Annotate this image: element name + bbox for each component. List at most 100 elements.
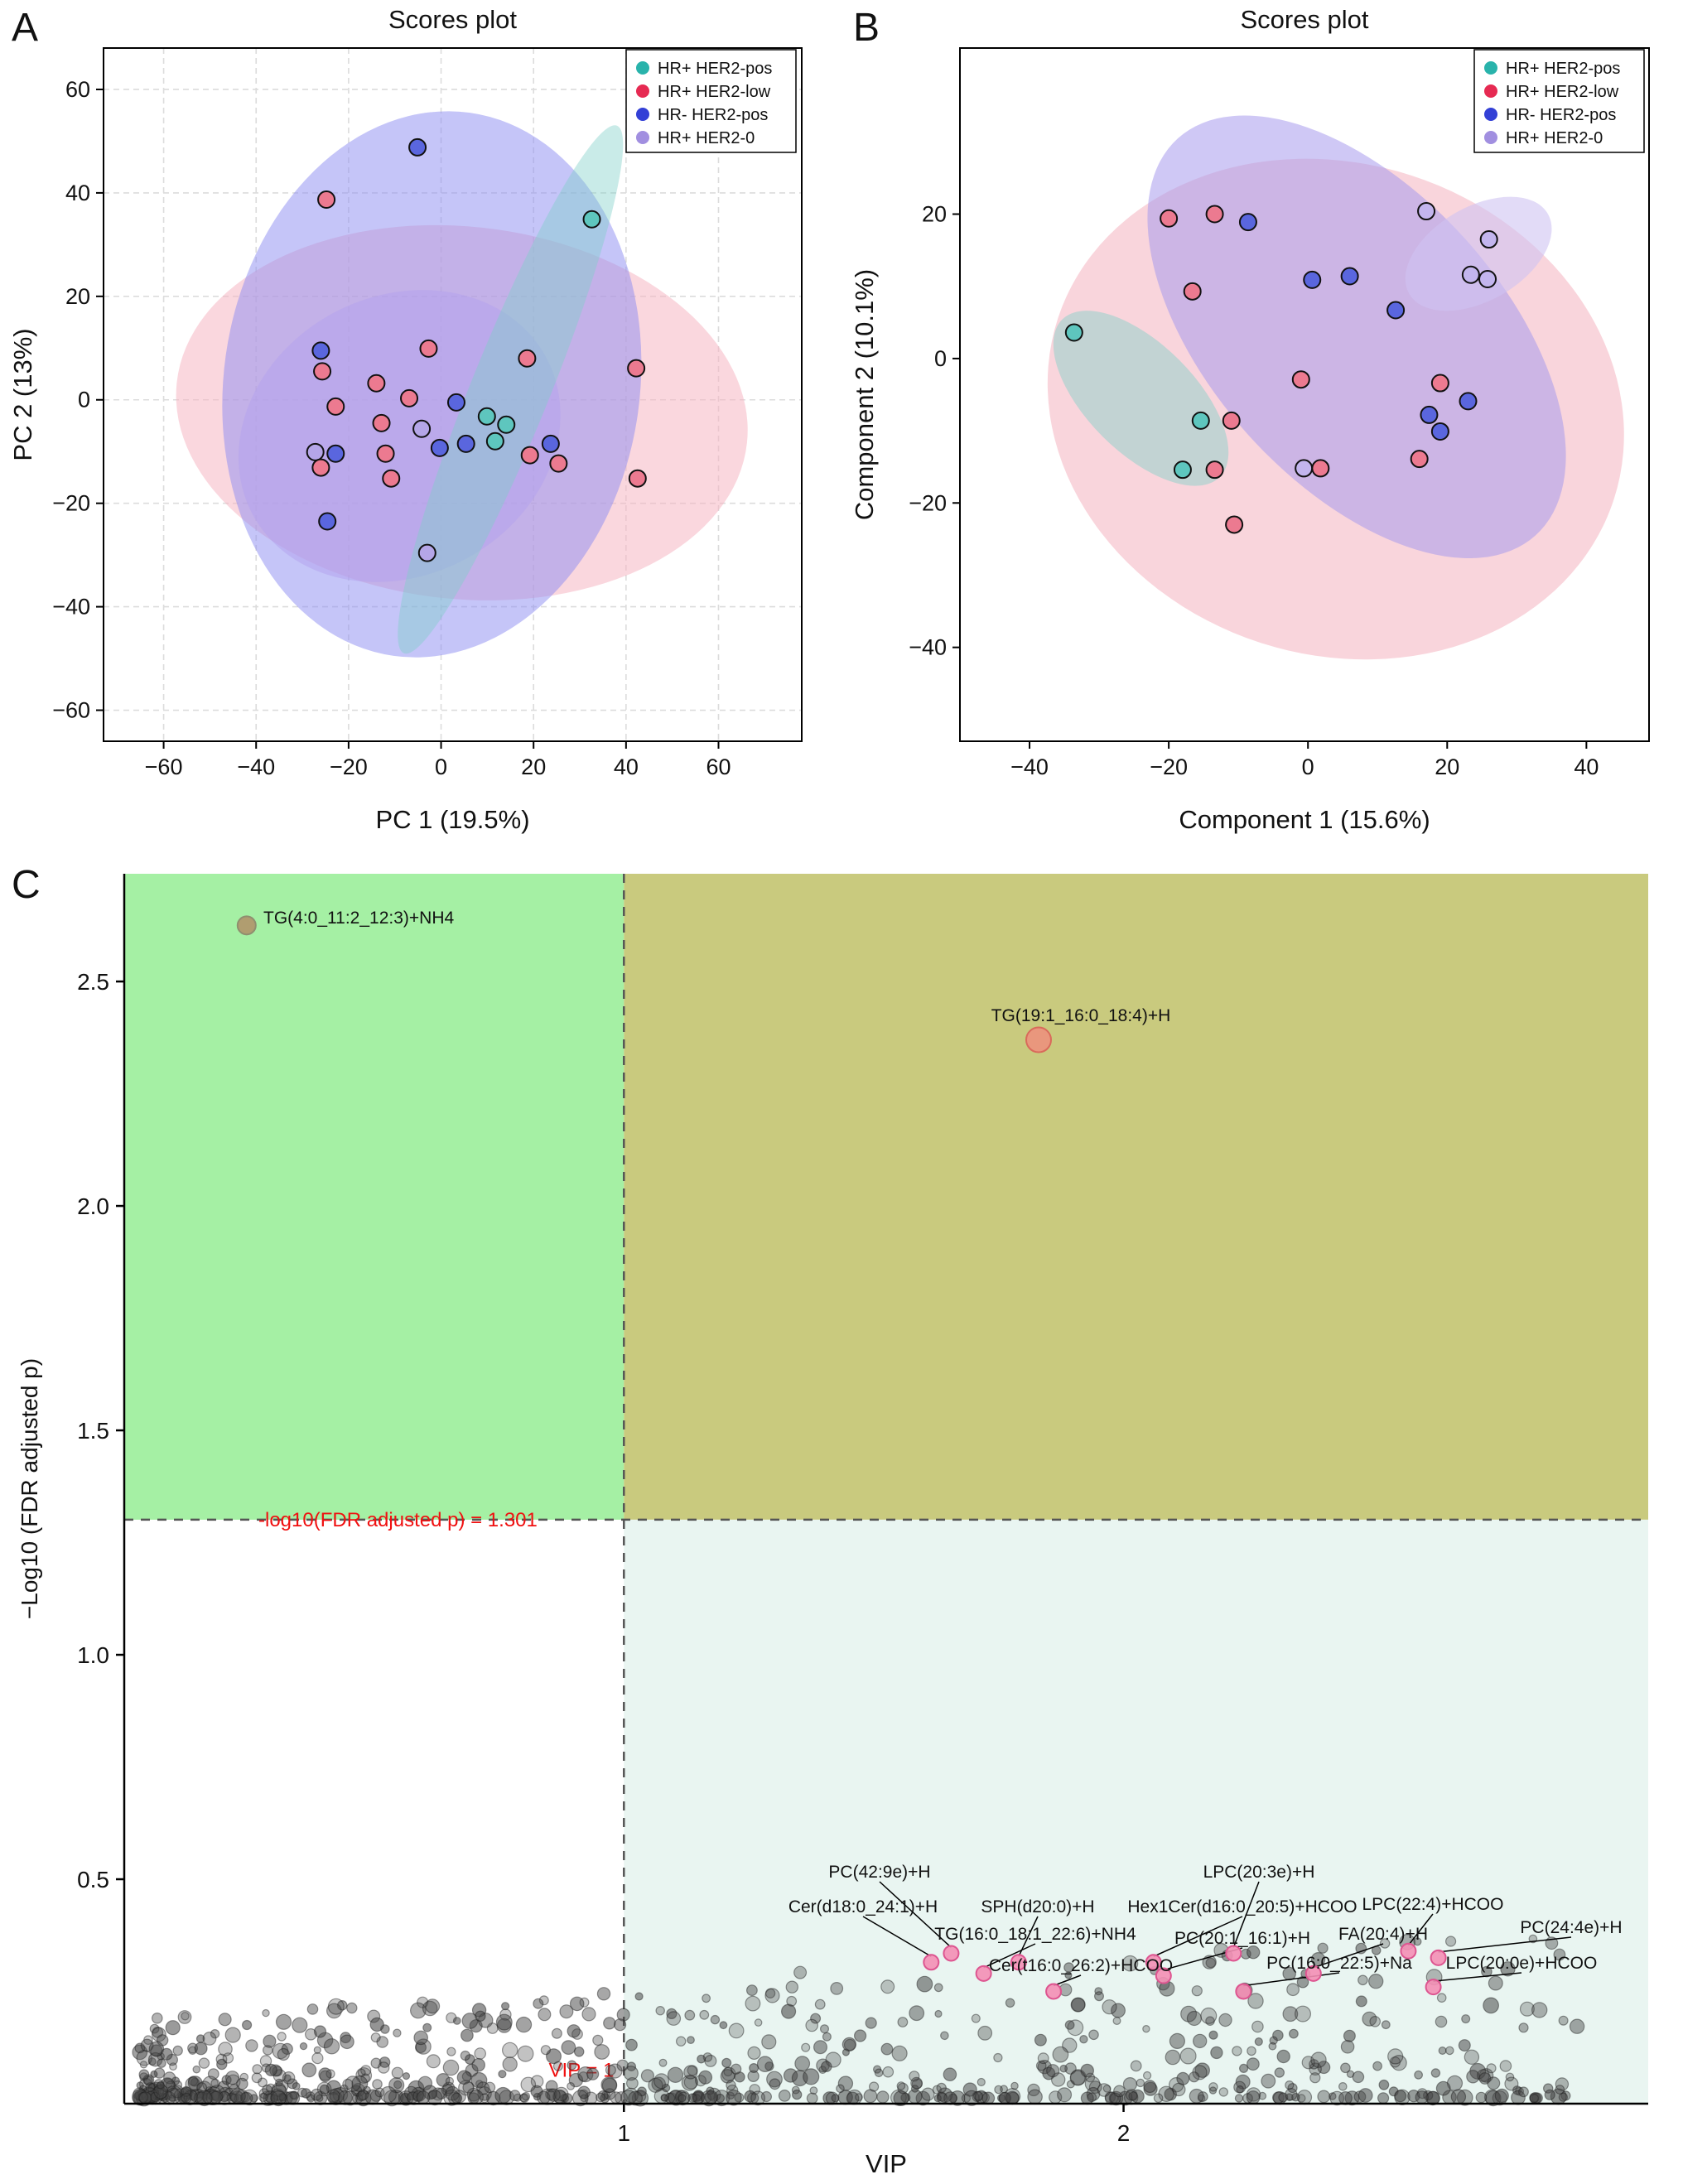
background-point	[410, 2002, 427, 2019]
background-point	[561, 2040, 576, 2055]
background-point	[573, 2047, 585, 2057]
background-point	[292, 2017, 308, 2033]
background-point	[327, 1998, 345, 2015]
legend-marker	[1484, 131, 1497, 144]
data-point	[549, 454, 568, 473]
background-point	[461, 2013, 479, 2029]
background-point	[1176, 2071, 1190, 2085]
background-point	[683, 2065, 698, 2080]
background-point	[262, 2084, 273, 2095]
background-point	[153, 2084, 169, 2100]
background-point	[1164, 2087, 1177, 2101]
background-point	[1261, 2073, 1276, 2089]
leader-line	[1407, 1913, 1434, 1946]
data-point	[497, 415, 516, 434]
background-point	[198, 2057, 210, 2069]
background-point	[187, 2076, 203, 2091]
background-point	[1153, 2093, 1164, 2104]
background-point	[1179, 2047, 1197, 2065]
legend-label: HR+ HER2-pos	[1506, 60, 1620, 78]
data-point	[1183, 282, 1202, 301]
background-point	[1142, 2071, 1152, 2080]
background-point	[831, 2094, 840, 2103]
background-point	[1555, 2085, 1565, 2095]
background-point	[915, 2090, 931, 2106]
background-point	[1186, 2010, 1203, 2027]
highlighted-points	[923, 1942, 1447, 2000]
background-point	[1234, 2094, 1244, 2103]
confidence-ellipses	[176, 111, 748, 658]
background-point	[746, 1984, 758, 1996]
panel-letter-c: C	[12, 863, 41, 907]
background-point	[1200, 2007, 1218, 2024]
background-point	[1142, 2024, 1150, 2033]
background-point	[801, 2042, 811, 2052]
background-point	[471, 2057, 485, 2072]
background-point	[538, 1995, 549, 2006]
background-point	[721, 2057, 732, 2068]
background-point	[1346, 2070, 1355, 2079]
background-point	[842, 2037, 857, 2052]
x-tick-label: 20	[1435, 755, 1459, 779]
data-point	[477, 407, 496, 426]
background-point	[592, 2034, 604, 2047]
background-point	[1268, 2042, 1277, 2051]
background-point	[1165, 2049, 1181, 2066]
background-point	[299, 2042, 308, 2051]
background-point	[370, 2057, 382, 2069]
background-point	[177, 2010, 192, 2024]
background-point	[910, 2076, 923, 2090]
background-point	[596, 1987, 611, 2001]
background-point	[1469, 2062, 1487, 2080]
background-point	[1034, 2033, 1047, 2047]
background-point	[1079, 2034, 1088, 2044]
background-point	[660, 2093, 669, 2102]
point-label: SPH(d20:0)+H	[981, 1897, 1094, 1916]
background-point	[252, 2064, 263, 2075]
background-point	[422, 2022, 432, 2032]
background-points	[132, 1933, 1585, 2107]
background-point	[1208, 2030, 1218, 2040]
background-point	[545, 2080, 558, 2093]
background-point	[1553, 1948, 1566, 1961]
background-point	[699, 2009, 710, 2020]
data-point	[456, 434, 475, 453]
background-point	[1379, 1938, 1391, 1949]
background-point	[786, 1995, 798, 2007]
background-point	[413, 2030, 428, 2046]
point-label: PC(24:4e)+H	[1520, 1918, 1622, 1937]
data-point	[1295, 459, 1314, 478]
background-point	[1010, 2081, 1019, 2090]
legend-box	[625, 49, 797, 153]
background-point	[1084, 2076, 1101, 2092]
background-point	[1272, 2029, 1284, 2042]
highlighted-point	[1430, 1949, 1447, 1966]
background-point	[1317, 2090, 1331, 2104]
background-point	[749, 2062, 760, 2073]
x-tick-label: −40	[237, 755, 275, 779]
background-point	[1122, 2076, 1138, 2092]
background-point	[1189, 2088, 1204, 2104]
background-point	[1478, 2072, 1492, 2085]
data-point	[1191, 411, 1210, 430]
y-tick-label: −40	[52, 595, 90, 620]
background-point	[169, 2062, 177, 2071]
background-point	[318, 2067, 332, 2081]
confidence-ellipse	[1053, 311, 1229, 486]
background-point	[674, 2090, 691, 2106]
chart-title: Scores plot	[388, 5, 517, 34]
vip-significance-plot: -log10(FDR adjusted p) = 1.301 VIP = 1 PC(…	[17, 874, 1648, 2178]
background-point	[1288, 2028, 1299, 2039]
background-point	[1458, 2039, 1471, 2052]
background-point	[1387, 2048, 1404, 2065]
scores-plot-B: −40 −20 0 20 40 −40 −20 0 20 Scores plot Component…	[850, 5, 1650, 834]
background-point	[943, 2067, 957, 2081]
background-point	[1466, 2070, 1480, 2084]
background-point	[937, 2092, 948, 2104]
background-point	[304, 2028, 317, 2041]
background-point	[1097, 2083, 1112, 2097]
data-point	[1064, 323, 1083, 342]
background-point	[513, 2093, 522, 2102]
pca-scores-plot: −60 −40 −20 0 20 40 60 −60 −40 −20 0 20 40 60 Scores p…	[8, 5, 803, 834]
data-point	[376, 444, 395, 463]
